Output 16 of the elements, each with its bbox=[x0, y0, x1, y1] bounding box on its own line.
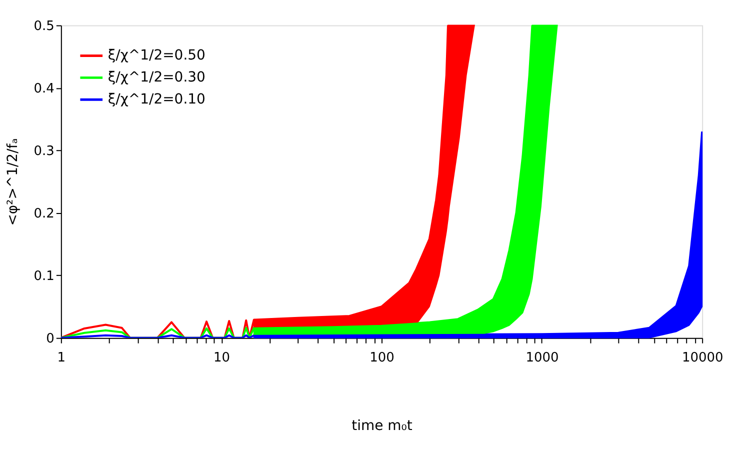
y-tick-label: 0.3 bbox=[34, 144, 54, 159]
y-tick-label: 0 bbox=[46, 331, 54, 346]
x-tick-label: 100 bbox=[370, 350, 394, 366]
x-tick-label: 10000 bbox=[682, 350, 724, 366]
legend-label: ξ/χ^1/2=0.10 bbox=[108, 92, 206, 108]
legend-label: ξ/χ^1/2=0.30 bbox=[108, 70, 206, 86]
legend-label: ξ/χ^1/2=0.50 bbox=[108, 48, 206, 64]
x-tick-label: 1 bbox=[57, 350, 66, 366]
y-tick-label: 0.1 bbox=[34, 268, 54, 284]
y-tick-label: 0.4 bbox=[34, 81, 54, 96]
y-tick-label: 0.5 bbox=[34, 18, 54, 34]
y-tick-label: 0.2 bbox=[34, 206, 54, 222]
y-axis-title: <φ²>^1/2/fₐ bbox=[4, 138, 21, 226]
x-axis-title: time m₀t bbox=[352, 418, 413, 434]
x-tick-label: 1000 bbox=[526, 350, 559, 366]
x-tick-label: 10 bbox=[213, 350, 230, 366]
